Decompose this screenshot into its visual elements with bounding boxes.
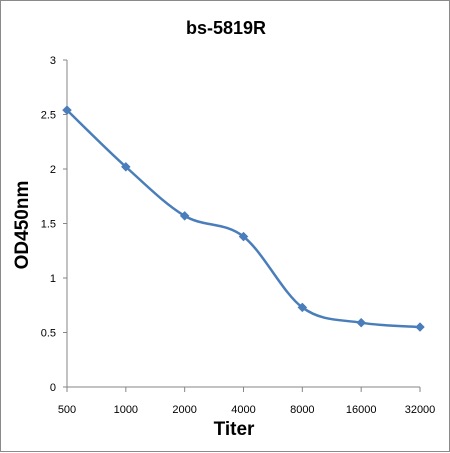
y-tick-label: 1.5 xyxy=(41,219,56,231)
x-tick-label: 16000 xyxy=(346,404,377,416)
data-point-marker xyxy=(356,317,367,328)
data-point-marker xyxy=(179,211,190,221)
x-axis: 500 1000 2000 4000 8000 16000 32000 xyxy=(58,386,436,416)
y-tick-label: 2 xyxy=(50,164,56,176)
x-axis-title: Titer xyxy=(214,419,255,440)
y-axis: 0 0.5 1 1.5 2 2.5 3 xyxy=(41,55,68,394)
data-point-marker xyxy=(62,105,72,115)
y-tick-label: 1 xyxy=(50,273,56,285)
data-point-marker xyxy=(238,231,249,242)
x-tick-label: 4000 xyxy=(231,404,255,416)
series-line xyxy=(66,109,421,329)
chart-title: bs-5819R xyxy=(186,18,266,38)
series-layer xyxy=(62,105,425,332)
data-point-marker xyxy=(415,322,425,332)
y-tick-label: 0.5 xyxy=(41,328,56,340)
y-axis-title: OD450nm xyxy=(12,181,33,270)
x-tick-label: 32000 xyxy=(405,404,436,416)
y-tick-label: 2.5 xyxy=(41,110,56,122)
x-tick-label: 2000 xyxy=(172,404,196,416)
data-point-marker xyxy=(297,302,308,313)
y-tick-label: 0 xyxy=(50,382,56,394)
x-tick-label: 500 xyxy=(58,404,76,416)
x-tick-label: 8000 xyxy=(290,404,314,416)
data-point-marker xyxy=(120,161,131,172)
y-tick-label: 3 xyxy=(50,55,56,67)
x-tick-label: 1000 xyxy=(114,404,138,416)
